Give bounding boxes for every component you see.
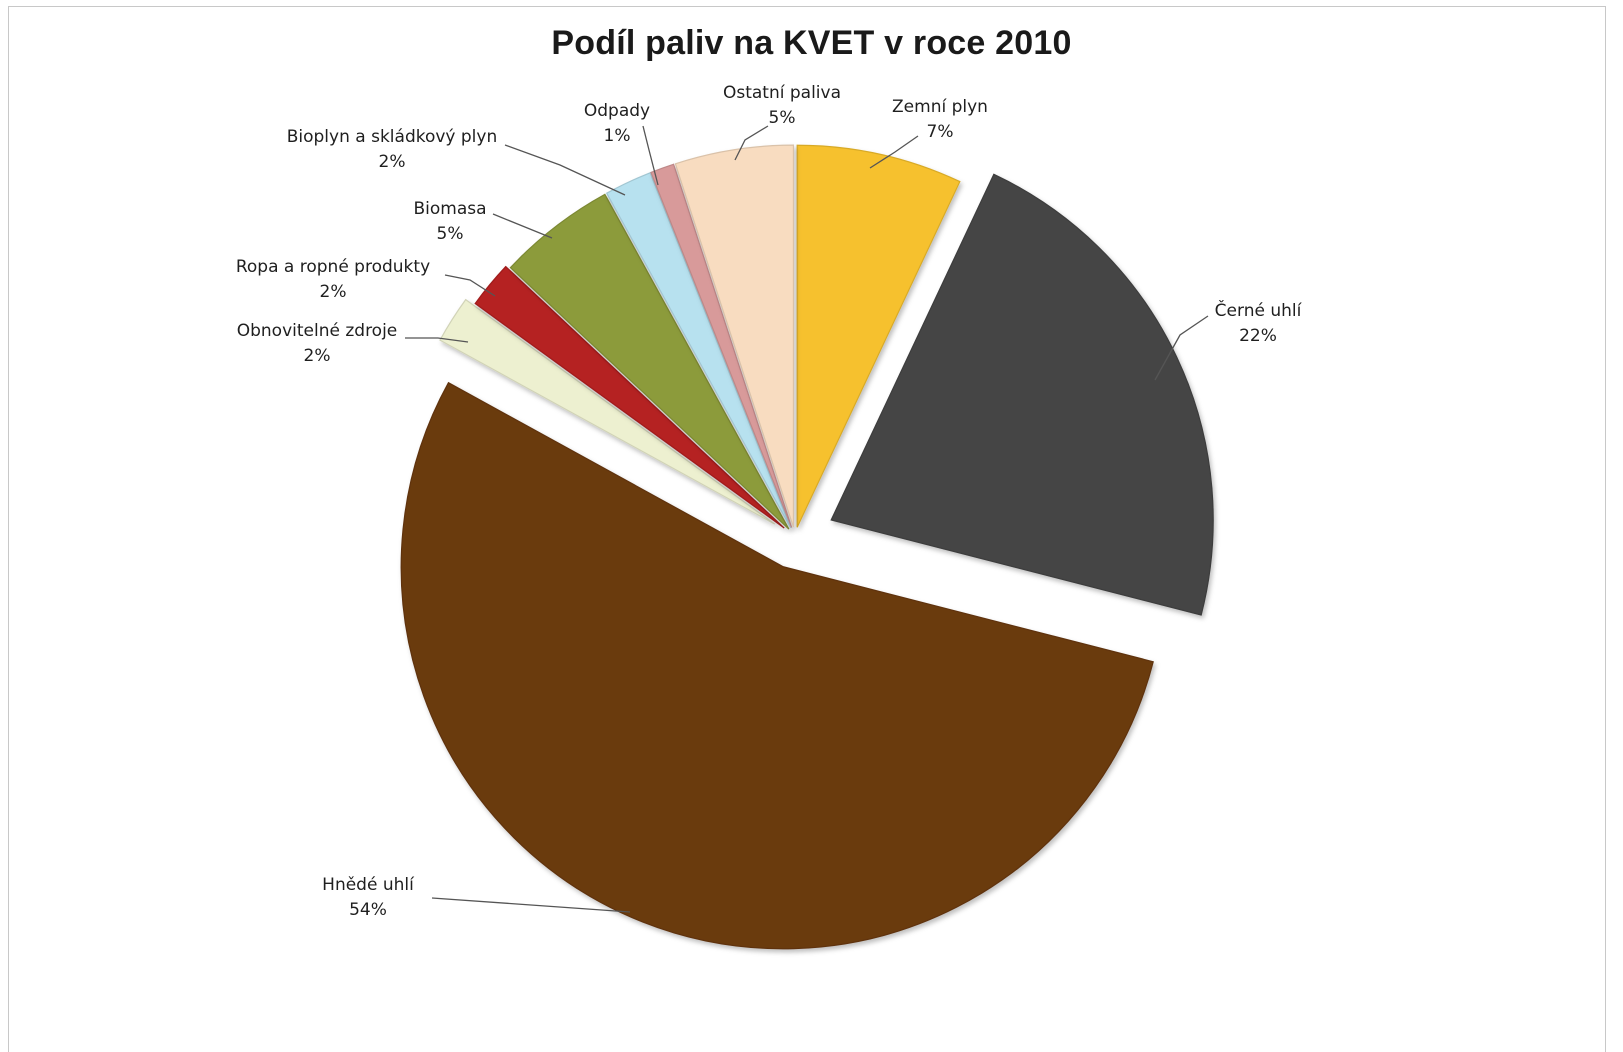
slice-percent-7: 1% [604, 126, 631, 146]
slice-percent-8: 5% [769, 108, 796, 128]
slice-label-8: Ostatní paliva [723, 83, 841, 103]
slice-label-7: Odpady [584, 101, 650, 121]
slice-percent-2: 54% [349, 900, 387, 920]
leader-line-4 [444, 274, 496, 297]
slice-label-2: Hnědé uhlí [322, 875, 415, 895]
pie-slice-1 [830, 173, 1214, 616]
leader-line-5 [492, 213, 553, 239]
pie-slice-0 [796, 144, 961, 528]
leader-line-2 [431, 897, 631, 913]
leader-lines [405, 125, 1209, 913]
leader-line-0 [869, 135, 919, 169]
slice-label-1: Černé uhlí [1215, 299, 1303, 321]
chart-title: Podíl paliv na KVET v roce 2010 [551, 24, 1072, 62]
slice-percent-5: 5% [437, 224, 464, 244]
slice-percent-6: 2% [379, 152, 406, 172]
leader-line-8 [734, 125, 769, 161]
leader-line-6 [504, 144, 626, 196]
slice-percent-3: 2% [304, 346, 331, 366]
slice-label-0: Zemní plyn [892, 97, 988, 117]
leader-line-7 [642, 125, 659, 186]
slice-label-5: Biomasa [413, 199, 486, 219]
pie-slice-7 [650, 163, 793, 528]
pie-slice-2 [400, 381, 1154, 950]
pie-slice-4 [474, 265, 785, 529]
data-labels: Zemní plyn 7% Černé uhlí 22% Hnědé uhlí 54% Ob… [236, 83, 1303, 920]
leader-line-3 [405, 337, 469, 343]
slice-label-4: Ropa a ropné produkty [236, 257, 430, 277]
slice-percent-4: 2% [320, 282, 347, 302]
slice-percent-1: 22% [1239, 326, 1277, 346]
pie-slice-6 [605, 171, 792, 529]
pie-slice-8 [674, 144, 795, 528]
slice-label-3: Obnovitelné zdroje [237, 321, 398, 341]
pie-slice-5 [509, 193, 790, 530]
pie-slices [400, 144, 1214, 950]
leader-line-1 [1154, 315, 1209, 381]
pie-slice-3 [439, 298, 776, 525]
slice-percent-0: 7% [927, 122, 954, 142]
slice-label-6: Bioplyn a skládkový plyn [287, 127, 498, 147]
